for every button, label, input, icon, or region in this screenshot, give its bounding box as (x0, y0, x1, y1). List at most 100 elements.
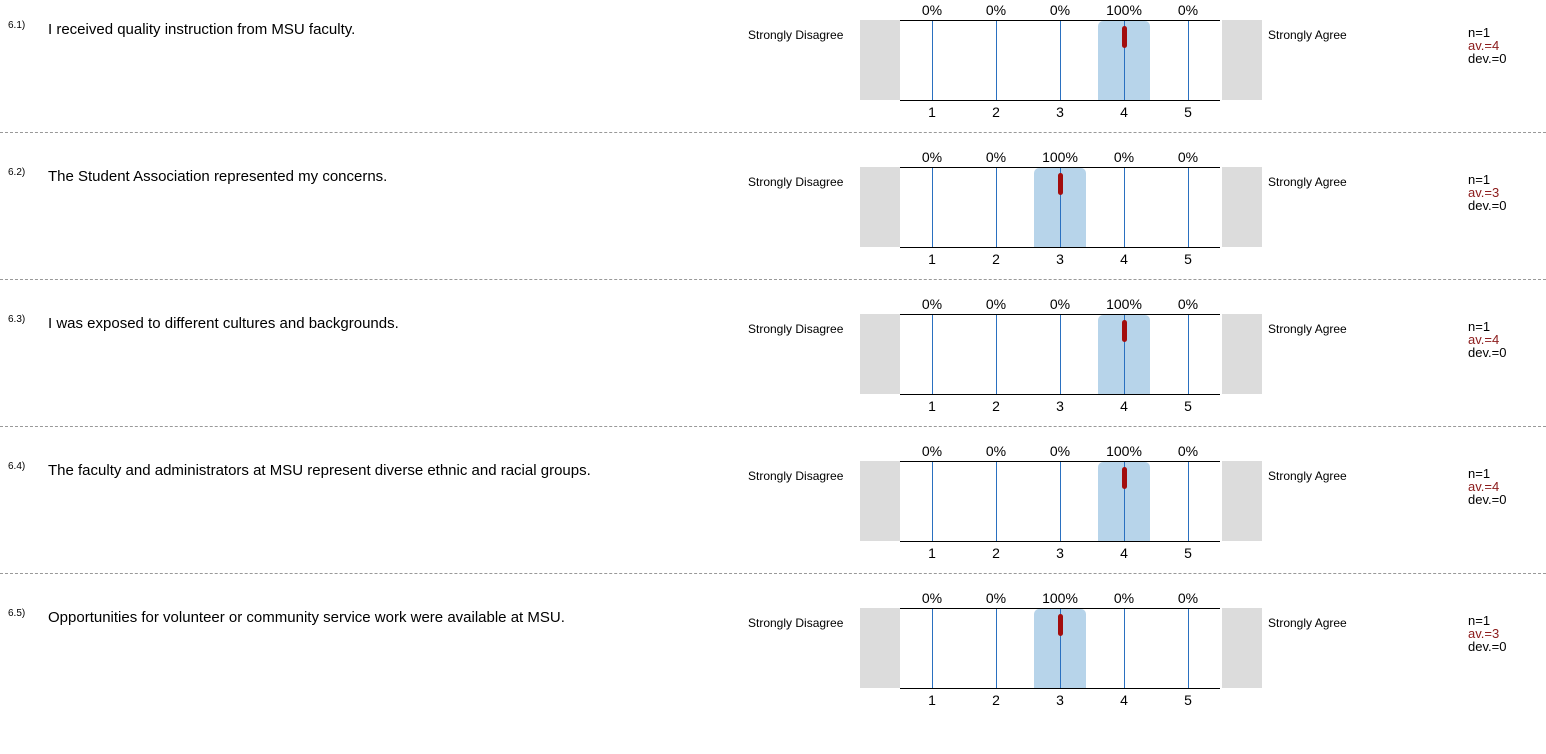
scale-gridline (932, 168, 933, 247)
scale-tick-label: 4 (1120, 104, 1128, 120)
question-text: The Student Association represented my c… (48, 168, 388, 185)
scale-gridline (932, 609, 933, 688)
scale-gridline (1188, 462, 1189, 541)
scale-tick-label: 2 (992, 398, 1000, 414)
deviation-stat: dev.=0 (1468, 198, 1507, 213)
scale-left-box (860, 461, 900, 541)
scale-right-box (1222, 608, 1262, 688)
percentage-label: 100% (1042, 590, 1078, 606)
item-separator (0, 279, 1546, 280)
percentage-label: 0% (921, 443, 943, 459)
mean-marker (1122, 467, 1127, 489)
percentage-label: 100% (1106, 296, 1142, 312)
scale-right-box (1222, 461, 1262, 541)
item-statistics: n=1 av.=4 dev.=0 (1468, 26, 1506, 65)
item-number: 6.5) (8, 608, 26, 619)
scale-gridline (932, 462, 933, 541)
scale-tick-label: 2 (992, 545, 1000, 561)
scale-left-box (860, 167, 900, 247)
scale-right-label: Strongly Agree (1268, 469, 1347, 483)
plot-top-line (900, 461, 1220, 462)
scale-left-label: Strongly Disagree (748, 28, 844, 42)
scale-tick-label: 5 (1184, 545, 1192, 561)
scale-tick-label: 5 (1184, 104, 1192, 120)
percentage-label: 0% (1177, 149, 1199, 165)
scale-gridline (996, 315, 997, 394)
scale-tick-label: 1 (928, 692, 936, 708)
item-separator (0, 573, 1546, 574)
scale-right-box (1222, 314, 1262, 394)
scale-tick-label: 1 (928, 104, 936, 120)
plot-axis-line (900, 394, 1220, 395)
mean-marker (1122, 26, 1127, 48)
scale-gridline (1124, 21, 1125, 100)
scale-gridline (1188, 315, 1189, 394)
scale-gridline (1124, 609, 1125, 688)
scale-left-label: Strongly Disagree (748, 175, 844, 189)
deviation-stat: dev.=0 (1468, 492, 1507, 507)
scale-left-box (860, 608, 900, 688)
item-number: 6.3) (8, 314, 26, 325)
question-text: The faculty and administrators at MSU re… (48, 462, 591, 479)
scale-left-box (860, 314, 900, 394)
survey-item: 6.3) I was exposed to different cultures … (0, 296, 1546, 460)
percentage-label: 0% (1177, 296, 1199, 312)
count-stat: n=1 (1468, 613, 1491, 628)
item-number: 6.1) (8, 20, 26, 31)
scale-tick-label: 4 (1120, 692, 1128, 708)
item-statistics: n=1 av.=3 dev.=0 (1468, 614, 1506, 653)
scale-tick-label: 4 (1120, 545, 1128, 561)
scale-right-label: Strongly Agree (1268, 175, 1347, 189)
plot-top-line (900, 20, 1220, 21)
percentage-label: 0% (985, 296, 1007, 312)
scale-right-box (1222, 20, 1262, 100)
count-stat: n=1 (1468, 319, 1491, 334)
scale-left-label: Strongly Disagree (748, 616, 844, 630)
scale-tick-label: 3 (1056, 251, 1064, 267)
scale-tick-label: 3 (1056, 398, 1064, 414)
count-stat: n=1 (1468, 25, 1491, 40)
deviation-stat: dev.=0 (1468, 51, 1507, 66)
scale-gridline (1060, 609, 1061, 688)
percentage-label: 0% (921, 149, 943, 165)
scale-gridline (932, 21, 933, 100)
item-number: 6.4) (8, 461, 26, 472)
scale-left-label: Strongly Disagree (748, 322, 844, 336)
item-separator (0, 426, 1546, 427)
percentage-label: 0% (1113, 590, 1135, 606)
survey-item: 6.1) I received quality instruction from … (0, 2, 1546, 166)
percentage-label: 0% (985, 149, 1007, 165)
percentage-label: 0% (1049, 443, 1071, 459)
average-stat: av.=4 (1468, 38, 1500, 53)
percentage-label: 0% (985, 590, 1007, 606)
item-statistics: n=1 av.=4 dev.=0 (1468, 467, 1506, 506)
scale-gridline (996, 609, 997, 688)
scale-tick-label: 3 (1056, 104, 1064, 120)
scale-tick-label: 1 (928, 398, 936, 414)
scale-gridline (1060, 315, 1061, 394)
scale-tick-label: 5 (1184, 251, 1192, 267)
scale-right-label: Strongly Agree (1268, 28, 1347, 42)
question-text: Opportunities for volunteer or community… (48, 609, 565, 626)
percentage-label: 0% (921, 2, 943, 18)
scale-tick-label: 5 (1184, 398, 1192, 414)
scale-gridline (1124, 462, 1125, 541)
scale-left-box (860, 20, 900, 100)
count-stat: n=1 (1468, 172, 1491, 187)
scale-gridline (996, 21, 997, 100)
percentage-label: 0% (921, 590, 943, 606)
percentage-label: 0% (921, 296, 943, 312)
average-stat: av.=4 (1468, 332, 1500, 347)
percentage-label: 100% (1106, 2, 1142, 18)
count-stat: n=1 (1468, 466, 1491, 481)
plot-axis-line (900, 100, 1220, 101)
percentage-label: 0% (1177, 2, 1199, 18)
survey-item: 6.5) Opportunities for volunteer or commu… (0, 590, 1546, 754)
plot-axis-line (900, 541, 1220, 542)
item-statistics: n=1 av.=4 dev.=0 (1468, 320, 1506, 359)
plot-top-line (900, 167, 1220, 168)
scale-gridline (1188, 168, 1189, 247)
scale-tick-label: 3 (1056, 692, 1064, 708)
scale-tick-label: 3 (1056, 545, 1064, 561)
scale-right-box (1222, 167, 1262, 247)
